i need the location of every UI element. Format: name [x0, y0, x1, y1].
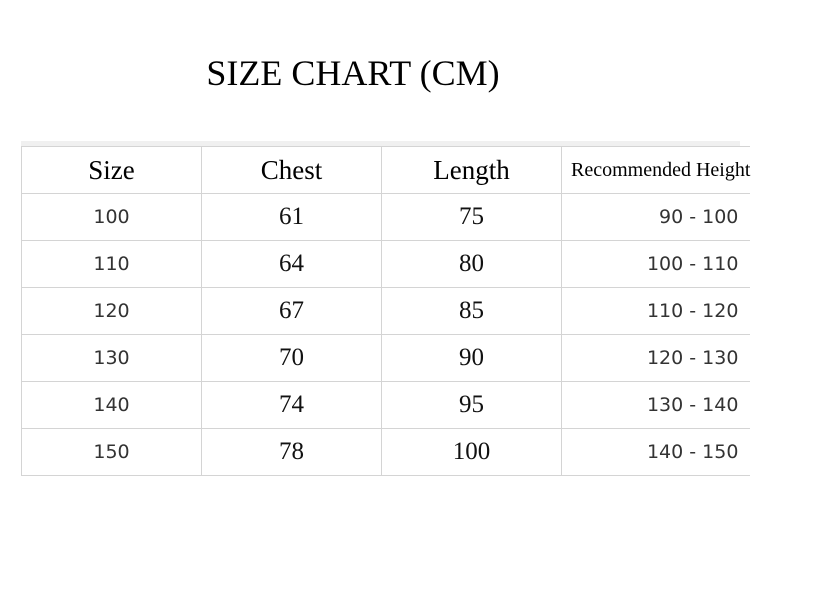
cell-chest: 70 — [201, 334, 382, 382]
cell-length: 90 — [381, 334, 562, 382]
header-recommended-height: Recommended Height — [561, 146, 751, 194]
table-row: 140 74 95 130 - 140 — [21, 381, 751, 429]
cell-height: 130 - 140 — [561, 381, 751, 429]
cell-height: 90 - 100 — [561, 193, 751, 241]
cell-size: 100 — [21, 193, 202, 241]
cell-height: 120 - 130 — [561, 334, 751, 382]
cell-length: 100 — [381, 428, 562, 476]
cell-chest: 78 — [201, 428, 382, 476]
cell-height: 110 - 120 — [561, 287, 751, 335]
table-top-bar — [21, 141, 740, 146]
cell-length: 75 — [381, 193, 562, 241]
cell-size: 150 — [21, 428, 202, 476]
cell-chest: 64 — [201, 240, 382, 288]
table-row: 100 61 75 90 - 100 — [21, 193, 751, 241]
header-length: Length — [381, 146, 562, 194]
cell-chest: 61 — [201, 193, 382, 241]
header-chest: Chest — [201, 146, 382, 194]
table-header-row: Size Chest Length Recommended Height — [21, 146, 751, 194]
size-table: Size Chest Length Recommended Height 100… — [21, 146, 751, 476]
page-title: SIZE CHART (CM) — [206, 53, 500, 93]
table-row: 130 70 90 120 - 130 — [21, 334, 751, 382]
cell-size: 140 — [21, 381, 202, 429]
cell-chest: 67 — [201, 287, 382, 335]
cell-chest: 74 — [201, 381, 382, 429]
cell-height: 140 - 150 — [561, 428, 751, 476]
cell-length: 80 — [381, 240, 562, 288]
cell-length: 85 — [381, 287, 562, 335]
cell-size: 120 — [21, 287, 202, 335]
table-row: 120 67 85 110 - 120 — [21, 287, 751, 335]
header-size: Size — [21, 146, 202, 194]
cell-size: 130 — [21, 334, 202, 382]
table-row: 150 78 100 140 - 150 — [21, 428, 751, 476]
cell-height: 100 - 110 — [561, 240, 751, 288]
cell-length: 95 — [381, 381, 562, 429]
table-row: 110 64 80 100 - 110 — [21, 240, 751, 288]
cell-size: 110 — [21, 240, 202, 288]
